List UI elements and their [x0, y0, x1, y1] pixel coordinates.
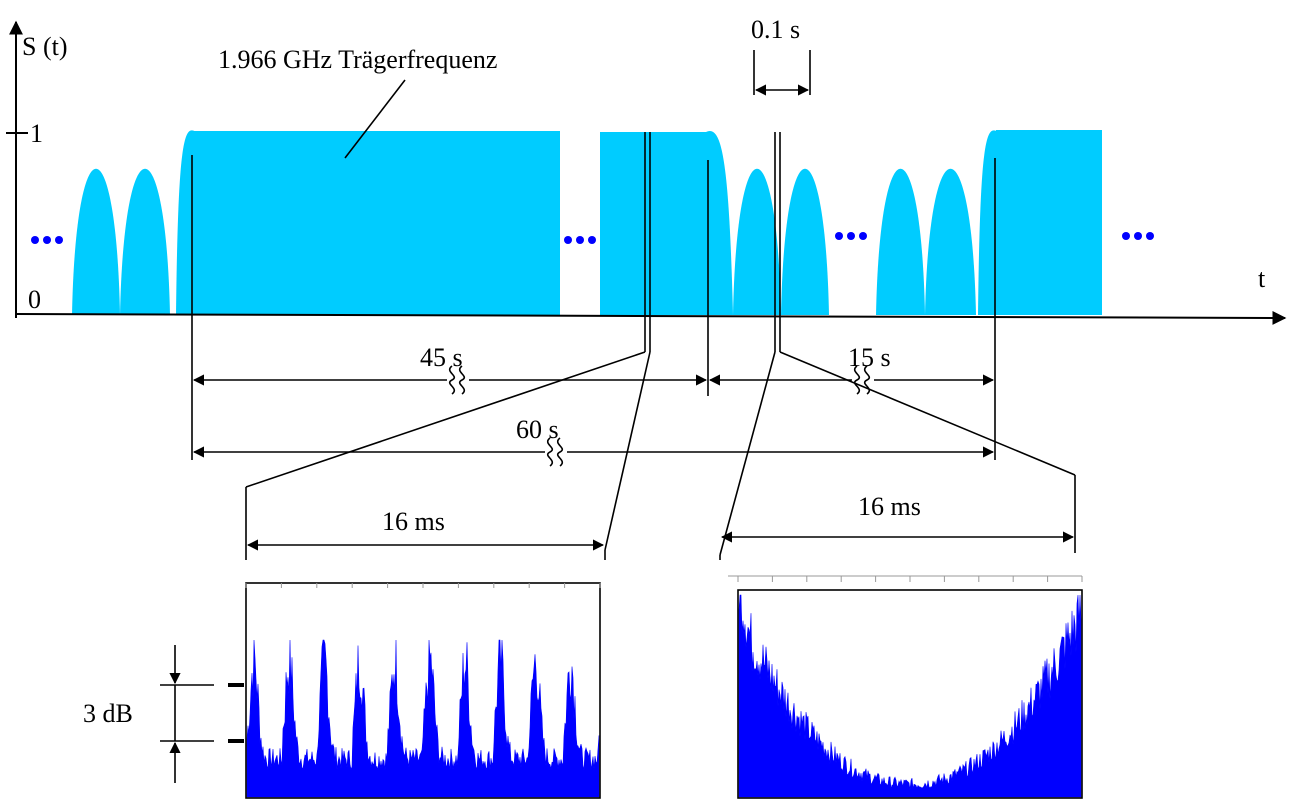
db-scale-indicator: [160, 645, 244, 783]
carrier-label: 1.966 GHz Trägerfrequenz: [218, 45, 497, 74]
zoom-left-connector-a: [245, 351, 646, 488]
ellipsis-dot: [43, 236, 51, 244]
envelope-pulse: [176, 130, 196, 315]
envelope-carrier-block: [600, 132, 712, 315]
envelope-pulse: [925, 168, 976, 315]
spectrum-trace-right: [738, 594, 1082, 798]
duration-45s-label: 45 s: [420, 343, 463, 372]
ellipsis-dot: [576, 236, 584, 244]
envelope-pulse: [978, 130, 998, 315]
duration-60s-label: 60 s: [516, 415, 559, 444]
ellipsis-dot: [835, 232, 843, 240]
spectrum-right-ticks: [737, 576, 1083, 582]
ellipsis-dot: [55, 236, 63, 244]
carrier-leader-line: [344, 79, 406, 159]
db-scale-label: 3 dB: [83, 699, 133, 728]
envelope-carrier-block: [192, 131, 560, 315]
envelope-carrier-block: [996, 130, 1102, 315]
signal-envelope: [72, 130, 1102, 315]
break-mark-45s: [447, 365, 469, 395]
spectrum-panel-right: [728, 575, 1083, 799]
ellipsis-dot: [1134, 232, 1142, 240]
envelope-pulse: [781, 168, 829, 315]
ellipsis-dot: [847, 232, 855, 240]
zoom-right-connector-b: [779, 351, 1076, 476]
x-axis-label: t: [1258, 264, 1266, 293]
break-mark-60s: [545, 437, 567, 467]
ellipsis-dot: [1146, 232, 1154, 240]
envelope-pulse: [733, 168, 781, 315]
spectrum-trace-left: [246, 639, 600, 798]
tick-label-one: 1: [30, 119, 43, 148]
ellipsis-dot: [859, 232, 867, 240]
ellipsis-dot: [588, 236, 596, 244]
continuation-dots: [31, 232, 1154, 244]
pulse-width-label: 0.1 s: [751, 15, 800, 44]
spectrum-right-trace: [738, 594, 1082, 798]
envelope-pulse: [706, 130, 733, 315]
spectrum-panel-left: [245, 582, 601, 799]
zoom-right-connector-a: [719, 351, 776, 556]
envelope-pulse: [876, 168, 925, 315]
y-axis-label: S (t): [22, 32, 68, 61]
envelope-pulse: [72, 168, 120, 315]
tick-label-zero: 0: [28, 285, 41, 314]
zoom-left-span-label: 16 ms: [382, 507, 445, 536]
spectrum-left-trace: [246, 639, 600, 798]
ellipsis-dot: [564, 236, 572, 244]
envelope-pulse: [120, 168, 170, 315]
ellipsis-dot: [31, 236, 39, 244]
zoom-left-connector-b: [604, 351, 651, 551]
duration-15s-label: 15 s: [848, 343, 891, 372]
ellipsis-dot: [1122, 232, 1130, 240]
zoom-right-span-label: 16 ms: [858, 492, 921, 521]
